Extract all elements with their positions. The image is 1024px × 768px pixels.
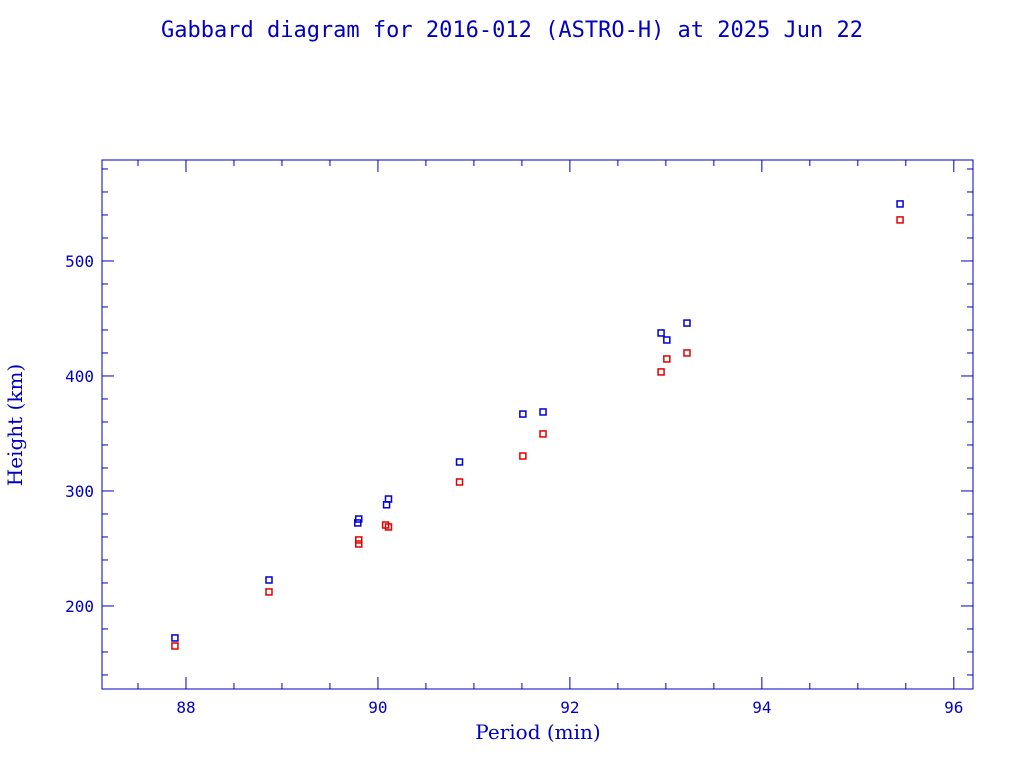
apogee-point xyxy=(683,319,691,327)
x-tick-label: 88 xyxy=(176,698,195,717)
perigee-point xyxy=(519,452,527,460)
perigee-point xyxy=(539,430,547,438)
y-tick-label: 200 xyxy=(65,597,94,616)
apogee-point xyxy=(657,329,665,337)
x-tick-label: 92 xyxy=(560,698,579,717)
chart-title: Gabbard diagram for 2016-012 (ASTRO-H) a… xyxy=(161,18,863,43)
perigee-point xyxy=(354,536,363,544)
apogee-point xyxy=(519,410,527,418)
perigee-point xyxy=(171,642,179,650)
x-axis-label: Period (min) xyxy=(475,720,600,744)
perigee-point xyxy=(663,355,671,363)
axis-ticks xyxy=(102,160,973,689)
apogee-point xyxy=(663,336,671,344)
apogee-point xyxy=(896,200,904,208)
apogee-point xyxy=(539,408,547,416)
apogee-point xyxy=(455,458,464,466)
y-tick-label: 300 xyxy=(65,482,94,501)
apogee-point xyxy=(384,495,393,503)
x-tick-label: 96 xyxy=(944,698,963,717)
apogee-point xyxy=(171,634,179,642)
apogee-point xyxy=(354,519,362,527)
y-tick-label: 400 xyxy=(65,367,94,386)
perigee-point xyxy=(384,523,393,531)
x-tick-label: 90 xyxy=(368,698,387,717)
y-tick-label: 500 xyxy=(65,252,94,271)
data-points xyxy=(171,200,904,650)
x-tick-label: 94 xyxy=(752,698,771,717)
perigee-point xyxy=(354,540,363,548)
perigee-point xyxy=(455,478,464,486)
perigee-point xyxy=(896,216,904,224)
perigee-point xyxy=(265,588,273,596)
apogee-point xyxy=(265,576,273,584)
y-tick-labels: 200 300 400 500 xyxy=(65,252,94,616)
apogee-point xyxy=(354,515,363,523)
x-tick-labels: 88 90 92 94 96 xyxy=(176,698,963,717)
y-axis-label: Height (km) xyxy=(3,364,27,486)
perigee-point xyxy=(657,368,665,376)
perigee-point xyxy=(683,349,691,357)
plot-frame xyxy=(101,159,974,690)
